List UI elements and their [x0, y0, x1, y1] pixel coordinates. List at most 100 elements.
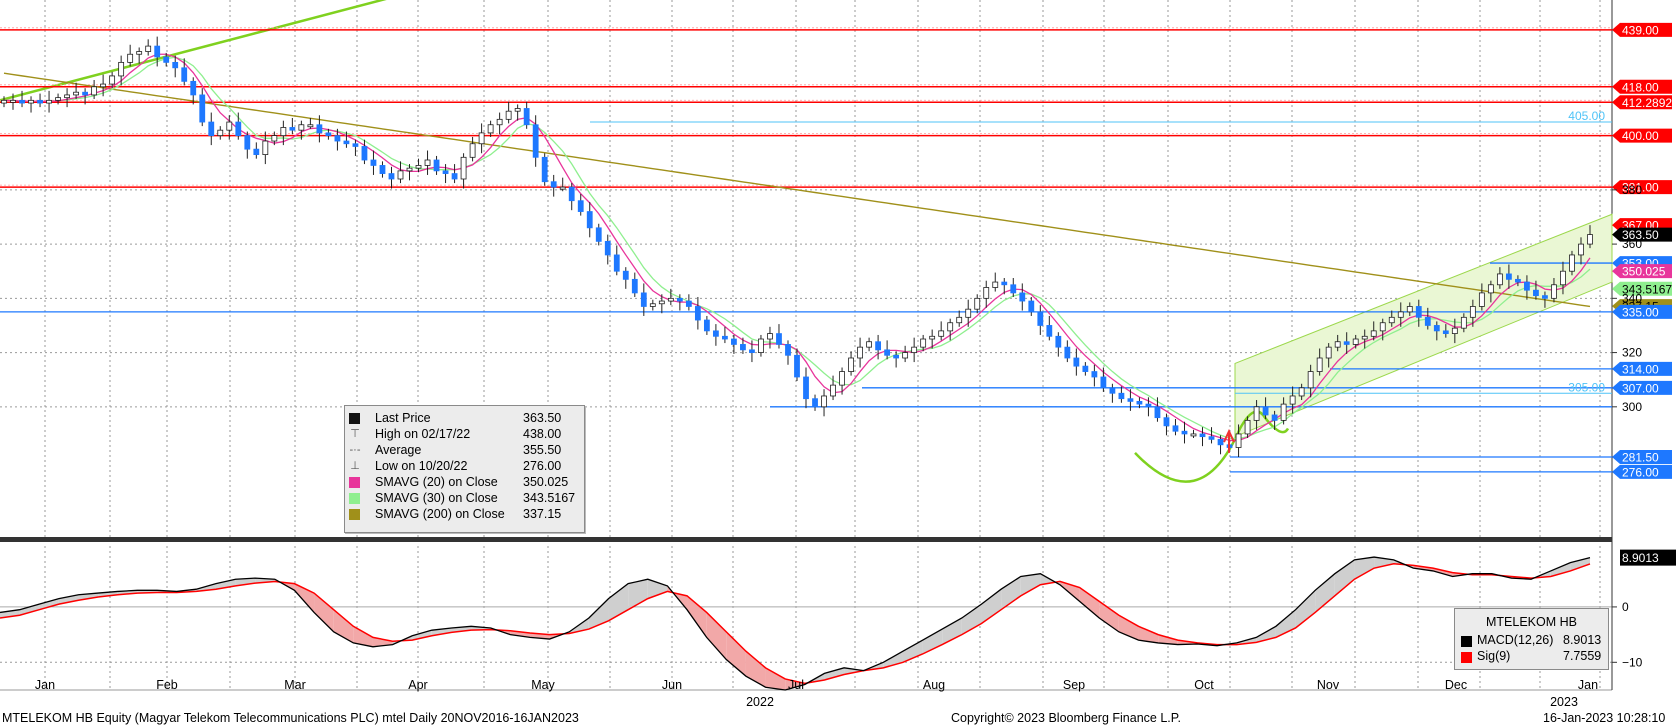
legend-label: MACD(12,26) — [1477, 633, 1554, 647]
candle-body — [1334, 341, 1341, 348]
x-month-label: Oct — [1194, 678, 1214, 692]
macd-fill — [706, 612, 727, 660]
red-square-icon — [1461, 652, 1472, 663]
candle-body — [298, 124, 305, 131]
x-month-label: Jun — [662, 678, 682, 692]
green-square-icon — [349, 493, 360, 504]
macd-panel — [0, 556, 1591, 691]
candle-body — [1533, 289, 1539, 297]
candle-body — [1298, 387, 1305, 397]
candle-body — [1515, 278, 1521, 283]
x-month-label: Aug — [923, 678, 945, 692]
candle-body — [794, 354, 800, 378]
x-year-label: 2023 — [1550, 695, 1578, 709]
macd-fill — [372, 637, 393, 647]
macd-fill — [765, 667, 786, 690]
candle-body — [722, 335, 728, 340]
axis-price-tag — [1612, 180, 1672, 195]
macd-legend-item: Sig(9) 7.7559 — [1461, 649, 1606, 665]
candle-body — [703, 319, 710, 332]
candle-body — [1424, 316, 1431, 326]
axis-price-tag — [1612, 227, 1672, 242]
candle-body — [577, 200, 584, 212]
macd-fill — [1550, 562, 1571, 577]
candle-body — [658, 300, 665, 305]
axis-price-tag — [1612, 380, 1672, 395]
candle-body — [199, 94, 206, 123]
candle-body — [550, 181, 557, 188]
macd-fill — [961, 604, 982, 635]
candle-body — [920, 338, 927, 348]
candle-body — [1569, 254, 1575, 272]
candle-body — [190, 80, 197, 96]
legend-item-last-price: Last Price 363.50 — [345, 410, 584, 426]
candle-body — [1253, 406, 1260, 421]
x-month-label: Dec — [1445, 678, 1467, 692]
trend-line — [0, 0, 387, 102]
candle-body — [1046, 325, 1053, 337]
candle-body — [1271, 414, 1278, 421]
candle-body — [73, 91, 79, 96]
candle-body — [1352, 338, 1359, 345]
macd-value-tag — [1620, 549, 1676, 566]
x-month-label: Jan — [35, 678, 55, 692]
candle-body — [649, 303, 656, 307]
macd-fill — [1079, 587, 1100, 618]
candle-body — [226, 121, 233, 131]
macd-fill — [824, 667, 845, 681]
candle-body — [1551, 284, 1557, 299]
legend-value: 337.15 — [523, 507, 562, 521]
candle-body — [361, 146, 368, 161]
candle-body — [91, 86, 98, 96]
candle-body — [532, 124, 539, 158]
candle-body — [244, 135, 251, 150]
candle-body — [1370, 330, 1377, 337]
candle-body — [1316, 357, 1323, 372]
candle-body — [19, 99, 25, 104]
candle-body — [1560, 270, 1566, 286]
candle-body — [595, 227, 602, 242]
macd-fill — [647, 579, 668, 599]
chart-annotations — [1223, 428, 1235, 453]
macd-fill — [1118, 615, 1139, 641]
macd-fill — [1020, 573, 1041, 596]
candle-body — [1172, 425, 1179, 432]
candle-body — [1208, 436, 1215, 440]
low-marker-icon: ⊥ — [350, 460, 360, 472]
candle-body — [785, 344, 791, 356]
candle-body — [1325, 346, 1332, 359]
axis-price-tag — [1612, 128, 1672, 143]
x-month-label: Nov — [1317, 678, 1340, 692]
candle-body — [983, 287, 990, 299]
macd-fill — [1099, 601, 1119, 632]
black-square-icon — [349, 413, 360, 424]
axis-price-tag — [1612, 95, 1672, 110]
candle-body — [875, 341, 882, 351]
axis-price-tag — [1612, 304, 1672, 319]
candle-body — [505, 110, 512, 120]
candle-body — [1154, 406, 1161, 419]
macd-fill — [353, 626, 373, 647]
candle-body — [803, 376, 809, 400]
candle-body — [496, 118, 503, 126]
candle-body — [622, 270, 629, 280]
candle-body — [406, 167, 413, 172]
chart-axes: 439.00418.00412.2892400.00381.00367.0036… — [35, 22, 1676, 709]
candle-body — [145, 45, 152, 52]
candle-body — [37, 99, 43, 104]
candle-body — [487, 124, 494, 134]
macd-y-tick-label: −10 — [1622, 655, 1643, 669]
axis-price-label: 335.00 — [1622, 305, 1659, 319]
axis-price-label: 412.2892 — [1622, 96, 1672, 110]
candle-body — [1415, 306, 1422, 318]
legend-label: SMAVG (200) on Close — [375, 507, 505, 521]
macd-fill — [628, 579, 648, 610]
macd-legend-title: MTELEKOM HB — [1486, 615, 1577, 629]
x-month-label: Mar — [284, 678, 306, 692]
level-label: 405.00 — [1568, 109, 1605, 123]
candle-body — [1091, 371, 1098, 378]
y-tick-label: 300 — [1622, 400, 1642, 414]
macd-legend-item: MACD(12,26) 8.9013 — [1461, 633, 1606, 649]
candle-body — [541, 156, 548, 183]
